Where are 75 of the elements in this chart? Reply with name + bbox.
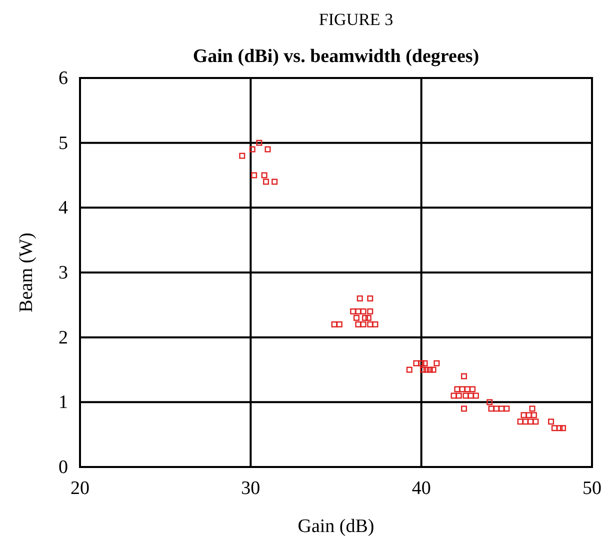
point (367, 295, 374, 302)
point (462, 392, 469, 399)
point (551, 425, 558, 432)
y-tick-label: 2 (58, 327, 68, 348)
point (263, 178, 270, 185)
y-tick-label: 1 (58, 392, 68, 414)
y-tick-label: 3 (58, 262, 68, 284)
point (498, 406, 505, 412)
point (530, 412, 537, 418)
point (488, 406, 494, 412)
point (468, 392, 474, 399)
point (423, 366, 430, 373)
point (360, 308, 366, 314)
point (472, 392, 479, 399)
point (355, 308, 362, 314)
point (434, 360, 440, 366)
point (560, 425, 566, 432)
point (470, 386, 476, 392)
x-tick-label: 30 (241, 478, 260, 499)
point (426, 366, 433, 373)
point (456, 392, 462, 399)
point (450, 392, 457, 399)
point (520, 412, 527, 418)
point (526, 412, 532, 418)
point (362, 314, 368, 321)
point (356, 295, 363, 302)
point (464, 386, 470, 392)
point (365, 314, 372, 321)
point (353, 314, 360, 321)
point (430, 366, 436, 373)
x-axis-title: Gain (dB) (298, 516, 374, 537)
point (372, 321, 378, 328)
point (350, 308, 356, 314)
y-tick-label: 6 (58, 68, 68, 89)
y-tick-label: 4 (58, 198, 68, 219)
point (556, 425, 563, 432)
point (532, 418, 539, 425)
point (461, 373, 467, 380)
point (406, 366, 412, 373)
point (355, 321, 362, 328)
point (493, 406, 500, 412)
point (367, 308, 374, 314)
point (331, 321, 338, 328)
point (418, 360, 424, 366)
x-tick-label: 40 (412, 478, 431, 499)
point (459, 386, 466, 392)
y-tick-label: 0 (58, 457, 68, 478)
point (272, 178, 278, 185)
point (517, 418, 524, 425)
point (529, 406, 536, 412)
y-tick-label: 5 (58, 132, 68, 154)
point (264, 146, 271, 152)
point (413, 360, 420, 366)
point (486, 399, 493, 406)
point (548, 418, 554, 425)
x-tick-label: 20 (70, 478, 90, 499)
chart-title: FIGURE 3 (318, 10, 394, 29)
point (504, 406, 510, 412)
point (454, 386, 460, 392)
point (522, 418, 528, 425)
chart-subtitle: Gain (dBi) vs. beamwidth (degrees) (192, 46, 480, 67)
point (422, 360, 428, 366)
point (249, 146, 256, 152)
point (256, 140, 262, 146)
point (360, 321, 366, 328)
point (461, 406, 467, 412)
point (251, 172, 258, 178)
point (336, 321, 342, 328)
y-axis-title: Beam (W) (16, 232, 37, 312)
x-tick-label: 50 (582, 478, 602, 499)
point (528, 418, 534, 425)
point (420, 366, 426, 373)
point (239, 152, 246, 159)
point (367, 321, 374, 328)
point (261, 172, 268, 178)
